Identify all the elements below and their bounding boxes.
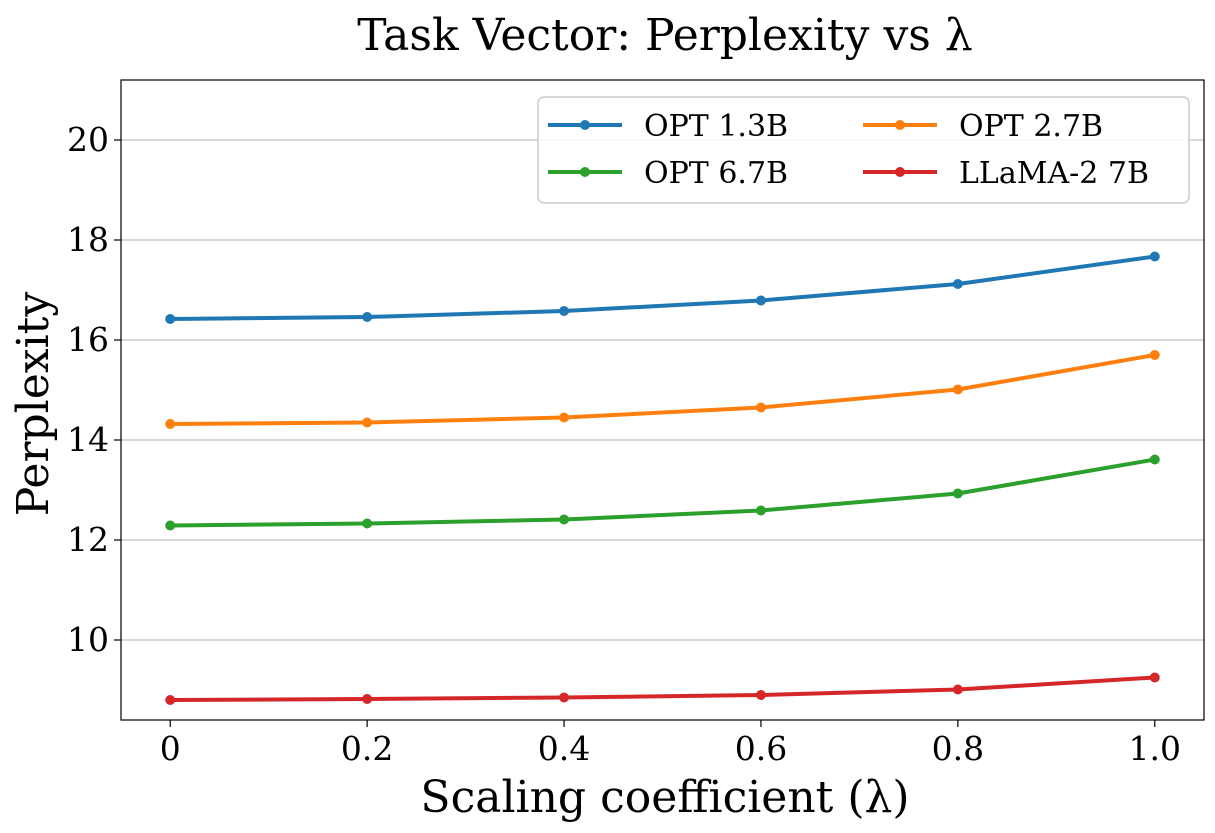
series-opt-1-3b [165, 251, 1160, 324]
series-line [170, 457, 1156, 528]
legend: OPT 1.3B OPT 2.7B OPT 6.7B LLaMA-2 7B [537, 96, 1190, 204]
data-point [362, 417, 373, 428]
x-tick-label: 0.4 [538, 729, 590, 768]
legend-swatch-marker [895, 120, 905, 130]
y-tick-label: 20 [67, 120, 109, 159]
legend-item: LLaMA-2 7B [863, 156, 1149, 191]
y-tick-label: 18 [67, 220, 109, 259]
data-point [559, 306, 570, 316]
y-tick-label: 10 [67, 620, 109, 659]
data-point [165, 520, 176, 531]
series-line [170, 254, 1156, 321]
data-point [362, 694, 373, 704]
y-tick-label: 14 [67, 420, 109, 459]
series-llama-2-7b [165, 672, 1160, 705]
legend-swatch-marker [580, 120, 590, 130]
series-line [170, 675, 1155, 702]
data-point [165, 695, 176, 705]
data-point [559, 692, 570, 703]
data-point [952, 384, 963, 395]
legend-label: OPT 6.7B [644, 156, 788, 191]
legend-item: OPT 6.7B [548, 156, 788, 191]
data-point [755, 295, 766, 306]
chart-title: Task Vector: Perplexity vs λ [357, 10, 973, 61]
y-tick-label: 16 [67, 320, 109, 359]
data-point [1149, 454, 1160, 465]
legend-label: OPT 1.3B [644, 109, 788, 144]
legend-label: LLaMA-2 7B [959, 156, 1149, 191]
legend-box [537, 96, 1190, 204]
series-opt-2-7b [165, 350, 1160, 429]
y-tick-label: 12 [67, 520, 109, 559]
data-point [952, 279, 963, 289]
data-point [952, 684, 963, 695]
x-axis-label: Scaling coefficient (λ) [420, 772, 909, 823]
plot-area-frame [120, 79, 1205, 721]
data-point [1149, 672, 1160, 683]
legend-swatch-marker [895, 167, 905, 177]
data-point [755, 690, 766, 700]
series-lines [165, 251, 1160, 705]
data-point [755, 505, 766, 516]
x-tick-label: 0 [160, 729, 181, 768]
legend-swatch-marker [580, 167, 590, 177]
data-point [1149, 350, 1160, 360]
data-point [559, 412, 570, 423]
x-tick-label: 0.6 [735, 729, 787, 768]
x-tick-label: 0.8 [932, 729, 984, 768]
legend-item: OPT 2.7B [863, 109, 1103, 144]
gridlines [121, 139, 1204, 641]
data-point [755, 402, 766, 413]
axis-ticks: 10 12 14 16 18 20 0 0.2 0.4 0.6 0.8 1.0 [67, 120, 1181, 768]
data-point [1149, 251, 1160, 262]
data-point [559, 514, 570, 525]
series-line [170, 353, 1156, 426]
data-point [165, 314, 176, 324]
y-axis-label: Perplexity [8, 292, 59, 517]
legend-label: OPT 2.7B [959, 109, 1103, 144]
legend-item: OPT 1.3B [548, 109, 788, 144]
data-point [165, 419, 176, 429]
x-tick-label: 0.2 [341, 729, 393, 768]
data-point [362, 518, 373, 529]
data-point [362, 312, 373, 322]
x-tick-label: 1.0 [1129, 729, 1181, 768]
series-opt-6-7b [165, 454, 1160, 531]
data-point [952, 488, 963, 499]
